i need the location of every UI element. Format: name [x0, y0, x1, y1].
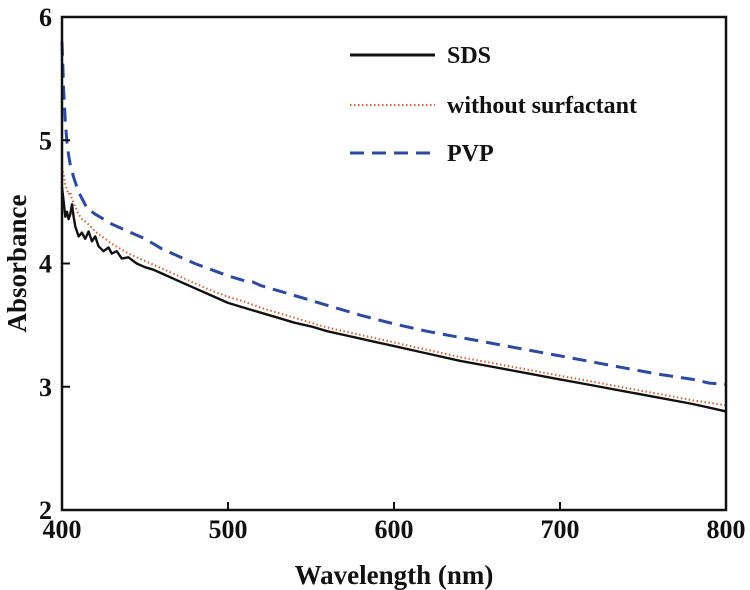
x-tick-label: 400	[43, 515, 82, 544]
y-tick-label: 4	[39, 250, 52, 279]
x-tick-label: 600	[375, 515, 414, 544]
y-axis-title: Absorbance	[2, 194, 32, 332]
legend-label-pvp: PVP	[447, 141, 494, 167]
legend-label-without-surfactant: without surfactant	[447, 93, 637, 119]
plot-frame	[60, 15, 728, 512]
x-tick-label: 500	[209, 515, 248, 544]
x-tick-label: 700	[541, 515, 580, 544]
legend: SDS without surfactant PVP	[350, 43, 637, 167]
series-layer	[60, 41, 727, 413]
series-line-without-surfactant	[61, 167, 727, 407]
y-tick-label: 3	[39, 373, 52, 402]
x-axis-title: Wavelength (nm)	[295, 560, 494, 590]
y-tick-label: 2	[39, 496, 52, 525]
legend-label-sds: SDS	[447, 43, 491, 69]
series-line-pvp	[60, 41, 727, 386]
series-line-sds	[60, 186, 727, 413]
axis-ticks: 400 500 600 700 800 2 3 4 5 6	[39, 3, 746, 544]
y-tick-label: 6	[39, 3, 52, 32]
y-tick-label: 5	[39, 126, 52, 155]
x-tick-label: 800	[707, 515, 746, 544]
